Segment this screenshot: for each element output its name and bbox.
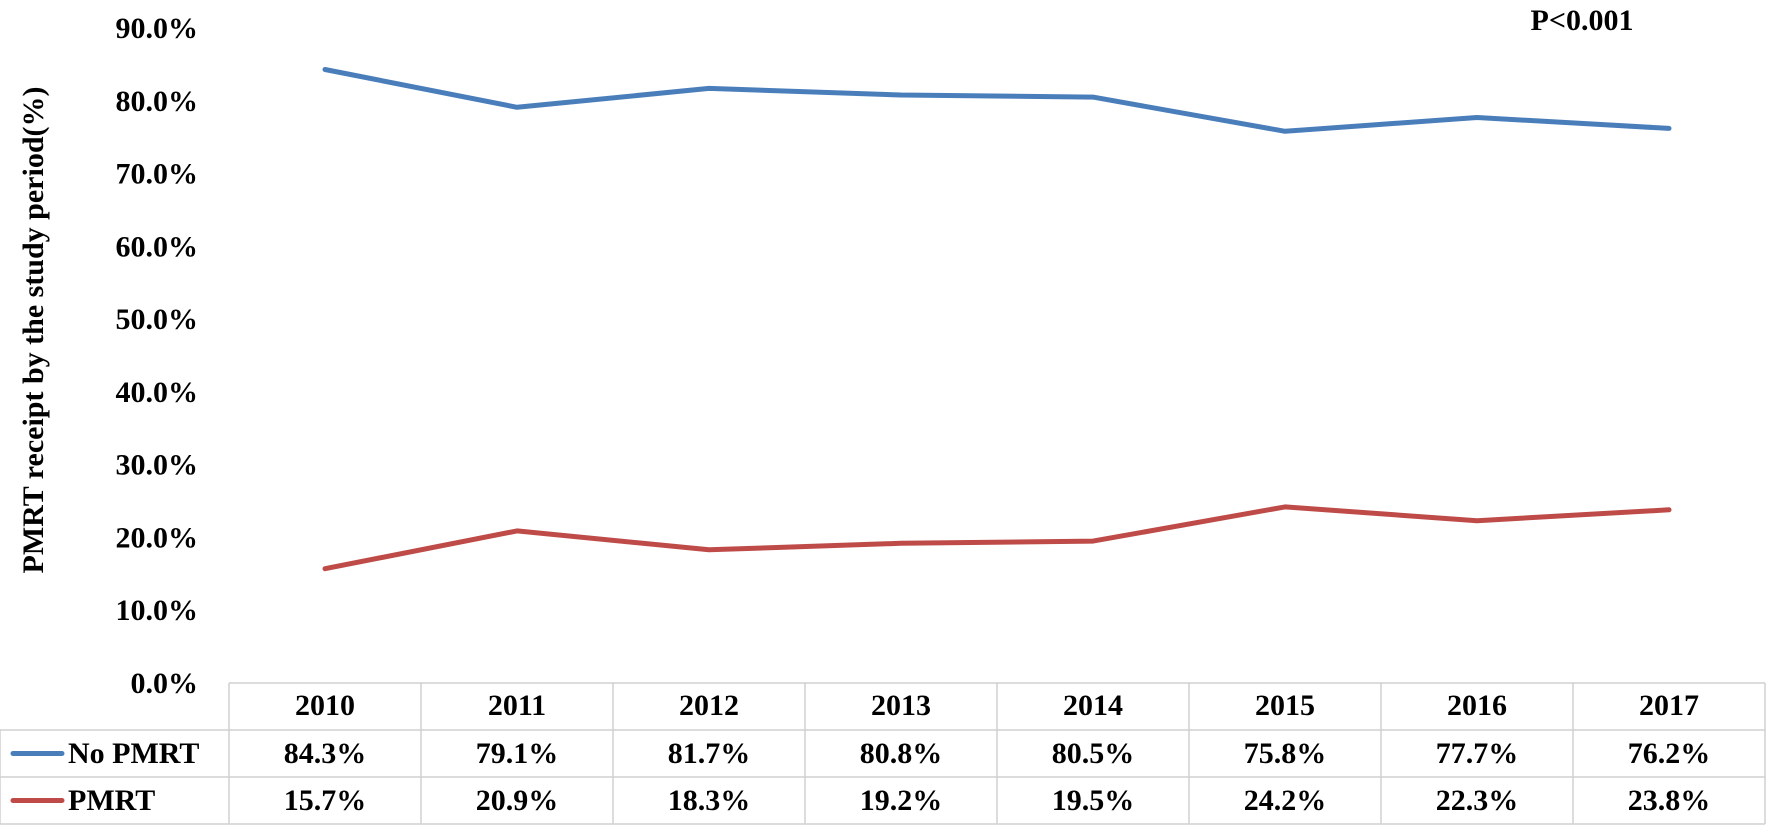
y-tick-label: 50.0% bbox=[116, 303, 199, 336]
y-tick-label: 30.0% bbox=[116, 449, 199, 482]
y-tick-label: 90.0% bbox=[116, 12, 199, 45]
series-line-pmrt bbox=[322, 504, 1672, 572]
series-line-no-pmrt bbox=[322, 67, 1672, 134]
y-axis-title: PMRT receipt by the study period(%) bbox=[17, 87, 50, 574]
y-tick-label: 80.0% bbox=[116, 85, 199, 118]
data-label: 75.8% bbox=[1244, 737, 1327, 770]
data-label: 20.9% bbox=[476, 784, 559, 817]
x-category-label: 2013 bbox=[871, 689, 931, 722]
legend-label: No PMRT bbox=[68, 737, 199, 770]
y-tick-label: 20.0% bbox=[116, 521, 199, 554]
x-category-label: 2015 bbox=[1255, 689, 1315, 722]
y-axis-ticks: 0.0% 10.0% 20.0% 30.0% 40.0% 50.0% 60.0% 70.0% 8… bbox=[116, 12, 199, 700]
x-category-label: 2010 bbox=[295, 689, 355, 722]
y-tick-label: 10.0% bbox=[116, 594, 199, 627]
data-label: 76.2% bbox=[1628, 737, 1711, 770]
data-label: 84.3% bbox=[284, 737, 367, 770]
x-category-label: 2011 bbox=[488, 689, 546, 722]
data-label: 18.3% bbox=[668, 784, 751, 817]
data-label: 77.7% bbox=[1436, 737, 1519, 770]
data-label: 79.1% bbox=[476, 737, 559, 770]
p-value-annotation: P<0.001 bbox=[1531, 4, 1634, 37]
y-tick-label: 60.0% bbox=[116, 230, 199, 263]
data-label: 15.7% bbox=[284, 784, 367, 817]
data-label: 81.7% bbox=[668, 737, 751, 770]
legend-label: PMRT bbox=[68, 784, 155, 817]
y-tick-label: 70.0% bbox=[116, 158, 199, 191]
data-table: 2010 2011 2012 2013 2014 2015 2016 2017 No PMRT 8… bbox=[0, 682, 1766, 825]
data-label: 19.5% bbox=[1052, 784, 1135, 817]
data-label: 23.8% bbox=[1628, 784, 1711, 817]
data-label: 22.3% bbox=[1436, 784, 1519, 817]
x-category-label: 2016 bbox=[1447, 689, 1507, 722]
data-label: 19.2% bbox=[860, 784, 943, 817]
data-label: 80.5% bbox=[1052, 737, 1135, 770]
y-tick-label: 40.0% bbox=[116, 376, 199, 409]
x-category-label: 2012 bbox=[679, 689, 739, 722]
data-label: 80.8% bbox=[860, 737, 943, 770]
data-label: 24.2% bbox=[1244, 784, 1327, 817]
x-category-label: 2017 bbox=[1639, 689, 1699, 722]
y-tick-label: 0.0% bbox=[131, 667, 199, 700]
series-lines bbox=[322, 67, 1672, 572]
x-category-label: 2014 bbox=[1063, 689, 1123, 722]
